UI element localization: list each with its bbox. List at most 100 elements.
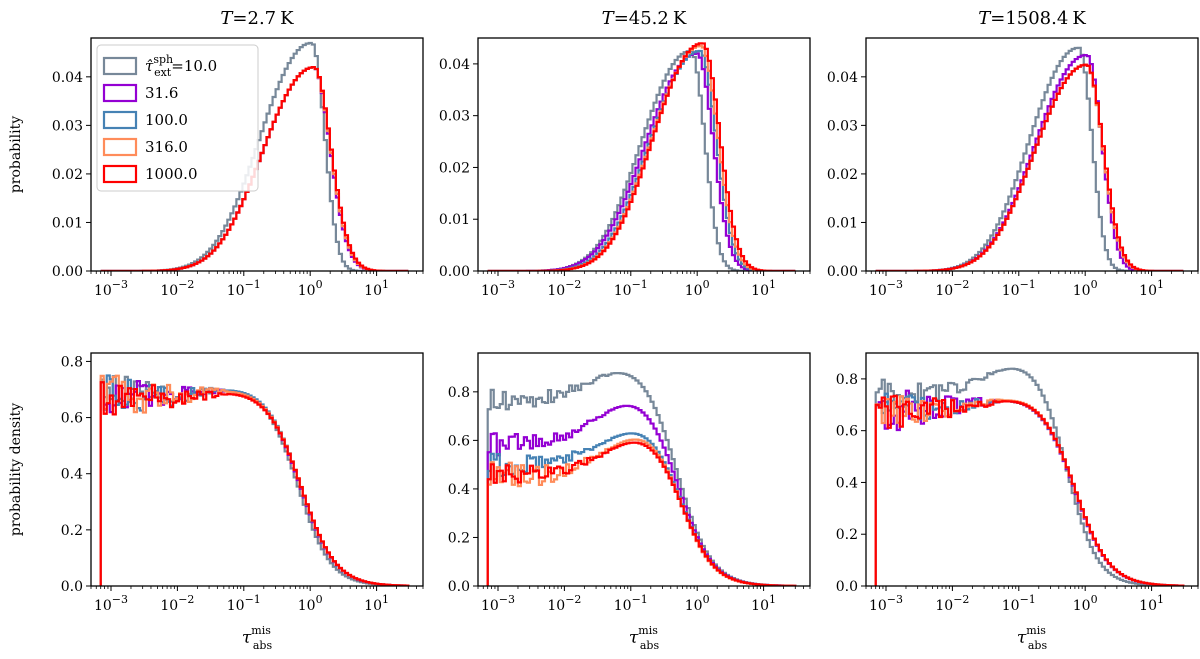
y-tick-label: 0.2 xyxy=(448,530,470,546)
x-tick-label: 100 xyxy=(298,593,323,614)
panel-r1-c0: 0.0 0.2 0.4 0.6 0.8 10−3 10−2 10−1 100 101 probabi… xyxy=(8,352,424,652)
y-tick-label: 0.4 xyxy=(61,467,83,483)
x-tick-label: 10−1 xyxy=(1002,278,1036,299)
series-line-100-0 xyxy=(486,432,797,586)
column-title: T=45.2 K xyxy=(602,8,687,29)
panel-frame xyxy=(865,37,1199,272)
y-axis-label: probability xyxy=(8,116,24,193)
x-tick-label: 100 xyxy=(1073,278,1098,299)
x-tick-label: 10−2 xyxy=(160,593,194,614)
x-axis-label: τmis abs xyxy=(1017,624,1048,652)
panel-frame xyxy=(90,352,424,587)
y-tick-label: 0.6 xyxy=(61,411,83,427)
legend-entry: 316.0 xyxy=(145,138,188,156)
y-tick-label: 0.04 xyxy=(827,70,858,86)
y-tick-label: 0.04 xyxy=(52,70,83,86)
series-line-1000-0 xyxy=(486,441,797,586)
series-group xyxy=(487,42,796,271)
y-tick-label: 0.02 xyxy=(439,160,470,176)
x-tick-label: 100 xyxy=(298,278,323,299)
legend-entry: 1000.0 xyxy=(145,165,198,183)
legend-swatch xyxy=(102,110,138,130)
x-tick-label: 101 xyxy=(364,593,389,614)
x-tick-label: 10−3 xyxy=(481,278,515,299)
legend: τ̂sph ext=10.0 31.6 100.0 316.0 1000.0 xyxy=(96,44,259,192)
y-tick-label: 0.04 xyxy=(439,57,470,73)
x-tick-label: 10−1 xyxy=(227,278,261,299)
series-line-316-0 xyxy=(99,374,410,586)
series-group xyxy=(486,372,797,586)
legend-swatch xyxy=(102,164,138,184)
x-tick-label: 10−1 xyxy=(1002,593,1036,614)
series-line-1000-0 xyxy=(875,63,1184,271)
series-line-10-0 xyxy=(874,367,1185,586)
x-tick-label: 10−1 xyxy=(614,278,648,299)
y-tick-label: 0.00 xyxy=(52,264,83,280)
x-tick-label: 10−3 xyxy=(94,278,128,299)
panel-r0-c2: 0.00 0.01 0.02 0.03 0.04 10−3 10−2 10−1 100 101 T=… xyxy=(827,8,1199,299)
x-tick-label: 10−3 xyxy=(94,593,128,614)
y-tick-label: 0.01 xyxy=(439,212,470,228)
x-tick-label: 10−3 xyxy=(481,593,515,614)
x-tick-label: 101 xyxy=(364,278,389,299)
panel-frame xyxy=(865,352,1199,587)
series-group xyxy=(875,46,1184,271)
y-tick-label: 0.8 xyxy=(836,372,858,388)
y-tick-label: 0.2 xyxy=(836,527,858,543)
x-tick-label: 10−3 xyxy=(869,278,903,299)
y-tick-label: 0.01 xyxy=(52,215,83,231)
x-tick-label: 101 xyxy=(751,278,776,299)
x-tick-label: 10−3 xyxy=(869,593,903,614)
legend-entry: 31.6 xyxy=(145,84,178,102)
x-tick-label: 10−2 xyxy=(160,278,194,299)
series-group xyxy=(874,367,1185,586)
y-axis-label: probability density xyxy=(8,403,24,536)
x-tick-label: 10−2 xyxy=(547,278,581,299)
legend-swatch xyxy=(102,83,138,103)
x-tick-label: 100 xyxy=(685,278,710,299)
x-tick-label: 10−2 xyxy=(935,278,969,299)
y-tick-label: 0.03 xyxy=(827,118,858,134)
legend-swatch xyxy=(102,137,138,157)
series-line-1000-0 xyxy=(874,394,1185,586)
y-tick-label: 0.4 xyxy=(448,482,470,498)
series-line-31-6 xyxy=(486,404,797,586)
y-tick-label: 0.6 xyxy=(448,433,470,449)
legend-swatch xyxy=(102,56,138,76)
y-tick-label: 0.0 xyxy=(836,579,858,595)
y-tick-label: 0.8 xyxy=(61,354,83,370)
column-title: T=2.7 K xyxy=(220,8,294,29)
x-tick-label: 100 xyxy=(685,593,710,614)
x-tick-label: 10−1 xyxy=(614,593,648,614)
x-tick-label: 100 xyxy=(1073,593,1098,614)
panel-r1-c2: 0.0 0.2 0.4 0.6 0.8 10−3 10−2 10−1 100 101 τmis abs xyxy=(836,352,1199,652)
panel-frame xyxy=(477,352,811,587)
panel-frame xyxy=(477,37,811,272)
y-tick-label: 0.03 xyxy=(52,118,83,134)
panel-r0-c0: 0.00 0.01 0.02 0.03 0.04 10−3 10−2 10−1 100 101 T=… xyxy=(8,8,424,299)
x-tick-label: 10−1 xyxy=(227,593,261,614)
x-tick-label: 10−2 xyxy=(935,593,969,614)
y-tick-label: 0.02 xyxy=(52,167,83,183)
y-tick-label: 0.02 xyxy=(827,167,858,183)
legend-entry: τ̂sph ext=10.0 xyxy=(145,53,217,79)
panel-r1-c1: 0.0 0.2 0.4 0.6 0.8 10−3 10−2 10−1 100 101 τmis abs xyxy=(448,352,811,652)
y-tick-label: 0.0 xyxy=(448,579,470,595)
x-axis-label: τmis abs xyxy=(242,624,273,652)
x-tick-label: 101 xyxy=(1139,278,1164,299)
y-tick-label: 0.0 xyxy=(61,579,83,595)
y-tick-label: 0.01 xyxy=(827,215,858,231)
legend-entry: 100.0 xyxy=(145,111,188,129)
x-tick-label: 101 xyxy=(1139,593,1164,614)
column-title: T=1508.4 K xyxy=(978,8,1086,29)
y-tick-label: 0.6 xyxy=(836,424,858,440)
panel-r0-c1: 0.00 0.01 0.02 0.03 0.04 10−3 10−2 10−1 100 101 T=… xyxy=(439,8,811,299)
panel-frame xyxy=(90,37,424,272)
y-tick-label: 0.00 xyxy=(439,264,470,280)
y-tick-label: 0.2 xyxy=(61,523,83,539)
x-tick-label: 101 xyxy=(751,593,776,614)
series-line-1000-0 xyxy=(99,381,410,586)
series-line-316-0 xyxy=(486,438,797,586)
series-group xyxy=(99,374,410,586)
